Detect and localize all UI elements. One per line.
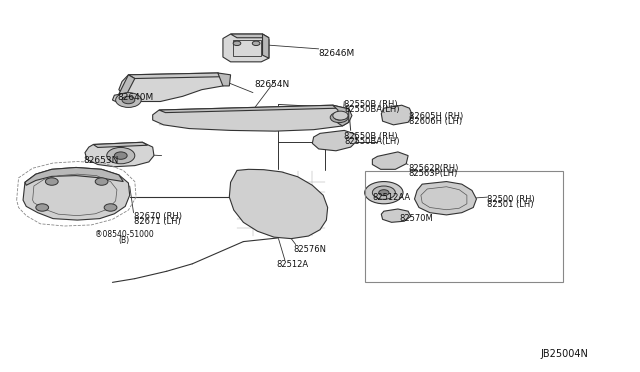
Circle shape	[233, 41, 241, 45]
Text: 82512A: 82512A	[276, 260, 308, 269]
Text: 82550B (RH): 82550B (RH)	[344, 132, 398, 141]
Polygon shape	[159, 105, 339, 113]
Text: 82671 (LH): 82671 (LH)	[134, 217, 180, 226]
Polygon shape	[85, 142, 154, 167]
Polygon shape	[23, 167, 130, 220]
Polygon shape	[372, 152, 408, 169]
Polygon shape	[415, 182, 476, 215]
Text: 82606H (LH): 82606H (LH)	[410, 117, 463, 126]
Polygon shape	[223, 34, 269, 62]
Polygon shape	[113, 94, 138, 106]
Polygon shape	[312, 131, 357, 151]
Text: 82550BA(LH): 82550BA(LH)	[344, 137, 400, 147]
Text: 82646M: 82646M	[319, 49, 355, 58]
Circle shape	[252, 41, 260, 45]
Circle shape	[335, 115, 344, 120]
Polygon shape	[93, 142, 148, 147]
Text: (B): (B)	[119, 235, 130, 245]
Polygon shape	[153, 105, 352, 131]
Polygon shape	[381, 209, 411, 222]
Text: 82576N: 82576N	[293, 244, 326, 254]
Polygon shape	[229, 169, 328, 238]
Text: 82653N: 82653N	[84, 155, 119, 164]
Circle shape	[333, 111, 348, 120]
Circle shape	[372, 186, 396, 199]
Circle shape	[36, 204, 49, 211]
Polygon shape	[129, 73, 224, 78]
Text: 82670 (RH): 82670 (RH)	[134, 212, 182, 221]
Text: ®08540-51000: ®08540-51000	[95, 231, 154, 240]
Text: 82512AA: 82512AA	[372, 193, 410, 202]
Text: 82654N: 82654N	[255, 80, 290, 89]
Text: 82550BA(LH): 82550BA(LH)	[344, 105, 400, 114]
Text: 82550B (RH): 82550B (RH)	[344, 100, 398, 109]
Polygon shape	[25, 167, 124, 185]
Text: 82562P(RH): 82562P(RH)	[408, 164, 458, 173]
Text: 82563P(LH): 82563P(LH)	[408, 169, 458, 178]
Text: JB25004N: JB25004N	[540, 349, 588, 359]
Text: 82501 (LH): 82501 (LH)	[487, 201, 534, 209]
Text: 82500 (RH): 82500 (RH)	[487, 195, 535, 204]
Circle shape	[95, 178, 108, 185]
Circle shape	[45, 178, 58, 185]
Circle shape	[115, 152, 127, 159]
Polygon shape	[119, 75, 135, 97]
Polygon shape	[381, 105, 413, 125]
Text: 82605H (RH): 82605H (RH)	[410, 112, 463, 121]
Polygon shape	[230, 34, 269, 38]
Polygon shape	[218, 73, 230, 86]
Circle shape	[122, 96, 135, 104]
Text: 82570M: 82570M	[400, 214, 433, 223]
Circle shape	[330, 112, 348, 123]
Polygon shape	[333, 105, 349, 126]
Circle shape	[365, 182, 403, 204]
Circle shape	[116, 93, 141, 108]
Text: 82640M: 82640M	[117, 93, 153, 102]
Polygon shape	[119, 73, 229, 102]
Circle shape	[379, 190, 389, 196]
Circle shape	[104, 204, 117, 211]
Bar	[365, 171, 563, 282]
Circle shape	[107, 147, 135, 164]
Polygon shape	[262, 34, 269, 58]
